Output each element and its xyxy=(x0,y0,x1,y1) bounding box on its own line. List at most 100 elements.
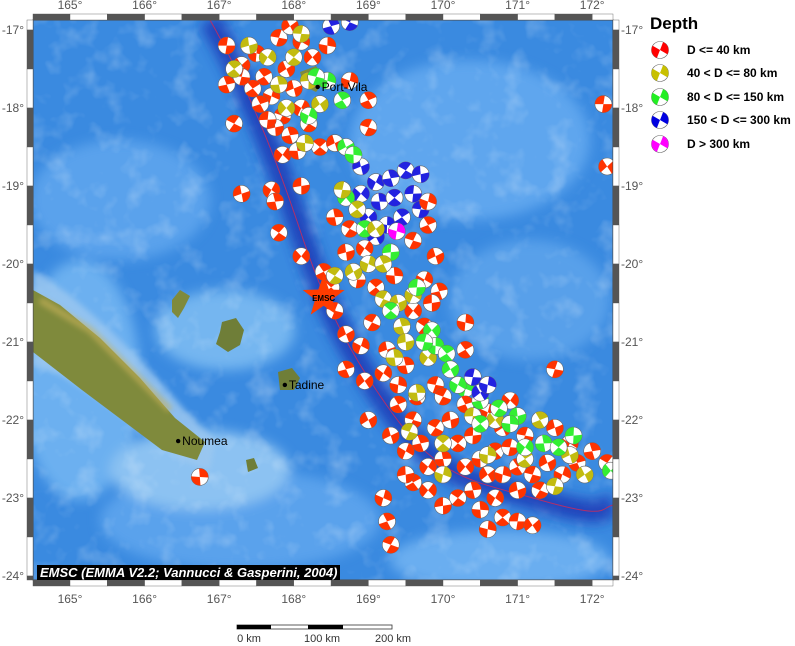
beachball-icon xyxy=(651,87,669,106)
new-caledonia xyxy=(33,290,205,460)
focal-mechanism-beachball xyxy=(546,418,564,437)
map-frame xyxy=(26,13,620,587)
focal-mechanism-beachball xyxy=(490,399,508,418)
focal-mechanisms xyxy=(191,20,613,554)
epicenter[interactable]: EMSC xyxy=(302,274,345,315)
legend-label: 80 < D <= 150 km xyxy=(687,89,785,104)
epicenter-star-icon[interactable] xyxy=(302,274,345,315)
legend-label: D <= 40 km xyxy=(687,42,751,57)
focal-mechanism-beachball xyxy=(359,411,378,429)
focal-mechanism-beachball xyxy=(344,262,363,281)
focal-mechanism-beachball xyxy=(478,520,497,539)
longitude-tick-label: 170° xyxy=(431,0,456,12)
scale-bar xyxy=(236,624,393,630)
focal-mechanism-beachball xyxy=(516,438,534,457)
focal-mechanism-beachball xyxy=(531,411,549,429)
focal-mechanism-beachball xyxy=(340,20,359,31)
focal-mechanism-beachball xyxy=(471,415,490,433)
focal-mechanism-beachball xyxy=(575,465,594,484)
focal-mechanism-beachball xyxy=(333,91,352,109)
mountain-relief xyxy=(38,297,173,413)
focal-mechanism-beachball xyxy=(314,262,333,281)
longitude-tick-label: 169° xyxy=(356,0,381,12)
focal-mechanism-beachball xyxy=(281,126,299,145)
focal-mechanism-beachball xyxy=(359,118,378,137)
legend-label: 150 < D <= 300 km xyxy=(687,113,791,128)
focal-mechanism-beachball xyxy=(449,376,467,394)
latitude-tick-label: -18° xyxy=(2,101,24,115)
focal-mechanism-beachball xyxy=(478,465,497,484)
focal-mechanism-beachball xyxy=(419,457,437,476)
focal-mechanism-beachball xyxy=(456,457,475,476)
focal-mechanism-beachball xyxy=(378,512,396,531)
scale-label-0: 0 km xyxy=(237,633,261,645)
focal-mechanism-beachball xyxy=(501,415,519,433)
focal-mechanism-beachball xyxy=(594,95,613,113)
focal-mechanism-beachball xyxy=(389,376,408,394)
focal-mechanism-beachball xyxy=(337,360,355,379)
focal-mechanism-beachball xyxy=(523,516,542,535)
focal-mechanism-beachball xyxy=(352,337,370,355)
focal-mechanism-beachball xyxy=(464,481,482,500)
focal-mechanism-beachball xyxy=(284,79,303,98)
focal-mechanism-beachball xyxy=(411,165,430,184)
beachball-icon xyxy=(651,40,669,59)
focal-mechanism-beachball xyxy=(441,411,460,429)
focal-mechanism-beachball xyxy=(400,422,419,441)
focal-mechanism-beachball xyxy=(337,325,355,344)
focal-mechanism-beachball xyxy=(393,317,411,336)
focal-mechanism-beachball xyxy=(340,71,359,90)
focal-mechanism-beachball xyxy=(225,60,243,78)
latitude-tick-label: -17° xyxy=(621,23,643,37)
focal-mechanism-beachball xyxy=(355,372,374,390)
focal-mechanism-beachball xyxy=(396,161,415,180)
focal-mechanism-beachball xyxy=(217,75,236,94)
latitude-tick-label: -21° xyxy=(2,335,24,349)
longitude-tick-label: 167° xyxy=(207,0,232,12)
focal-mechanism-beachball xyxy=(396,465,415,484)
legend-title: Depth xyxy=(650,14,699,33)
place-label: Port-Vila xyxy=(322,80,368,94)
source-caption: EMSC (EMMA V2.2; Vannucci & Gasperini, 2… xyxy=(37,565,341,580)
legend-beachball xyxy=(651,134,669,153)
ouvea-island xyxy=(172,290,190,318)
focal-mechanism-beachball xyxy=(501,438,519,457)
focal-mechanism-beachball xyxy=(419,481,437,500)
focal-mechanism-beachball xyxy=(471,500,490,519)
focal-mechanism-beachball xyxy=(449,489,467,507)
focal-mechanism-beachball xyxy=(273,146,292,164)
focal-mechanism-beachball xyxy=(546,477,564,496)
focal-mechanism-beachball xyxy=(411,434,430,453)
focal-mechanism-beachball xyxy=(296,134,314,152)
focal-mechanism-beachball xyxy=(546,360,564,379)
longitude-tick-label: 170° xyxy=(431,592,456,606)
focal-mechanism-beachball xyxy=(408,278,426,297)
latitude-tick-label: -22° xyxy=(2,413,24,427)
isle-of-pines xyxy=(246,458,258,472)
focal-mechanism-beachball xyxy=(434,387,452,406)
legend-item: 150 < D <= 300 km xyxy=(650,109,791,133)
depth-legend: Depth D <= 40 km 40 < D <= 80 km 80 < D <=… xyxy=(650,14,791,156)
focal-mechanism-beachball xyxy=(426,247,445,266)
focal-mechanism-beachball xyxy=(538,454,557,472)
focal-mechanism-beachball xyxy=(352,185,370,203)
latitude-tick-label: -20° xyxy=(621,257,643,271)
focal-mechanism-beachball xyxy=(385,266,404,285)
focal-mechanism-beachball xyxy=(240,36,258,55)
focal-mechanism-beachball xyxy=(355,239,374,258)
focal-mechanism-beachball xyxy=(251,95,270,113)
focal-mechanism-beachball xyxy=(359,255,378,273)
latitude-tick-label: -22° xyxy=(621,413,643,427)
focal-mechanism-beachball xyxy=(396,442,415,461)
focal-mechanism-beachball xyxy=(478,446,497,464)
longitude-tick-label: 165° xyxy=(58,0,83,12)
focal-mechanism-beachball xyxy=(344,146,363,164)
beachball-icon xyxy=(651,64,669,83)
map-area[interactable]: Port-Vila Tadine Noumea EMSC xyxy=(20,14,619,590)
focal-mechanism-beachball xyxy=(322,20,340,35)
place-labels: Port-Vila Tadine Noumea xyxy=(175,80,368,448)
latitude-tick-label: -20° xyxy=(2,257,24,271)
longitude-tick-label: 166° xyxy=(132,592,157,606)
focal-mechanism-beachball xyxy=(381,301,400,320)
focal-mechanism-beachball xyxy=(359,91,378,109)
